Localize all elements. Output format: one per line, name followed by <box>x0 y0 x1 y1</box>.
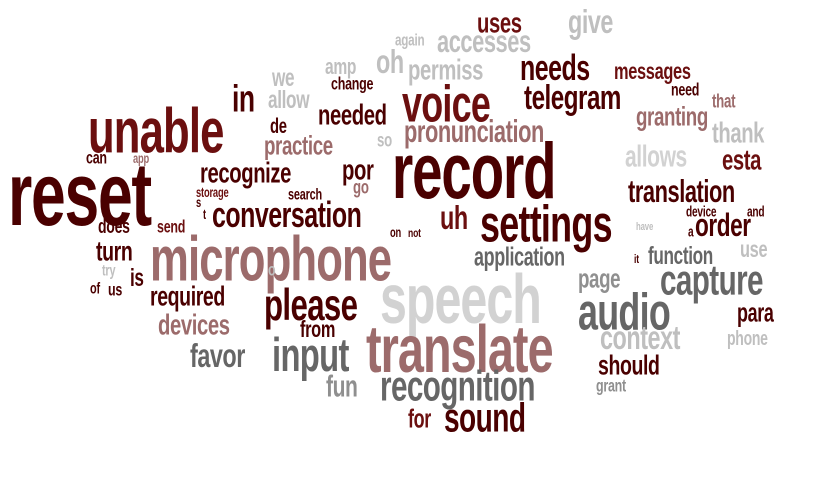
word-speech: speech <box>380 261 542 339</box>
word-por: por <box>342 152 374 187</box>
word-unable: unable <box>88 95 224 167</box>
word-that: that <box>712 90 736 113</box>
word-we: we <box>272 63 295 92</box>
word-practice: practice <box>264 130 333 161</box>
word-accesses: accesses <box>437 23 531 59</box>
word-function: function <box>648 241 713 270</box>
word-microphone: microphone <box>150 223 392 295</box>
word-conversation: conversation <box>212 194 362 236</box>
word-translation: translation <box>628 173 735 209</box>
word-go: go <box>353 176 369 199</box>
word-allows: allows <box>625 139 687 174</box>
word-please: please <box>264 280 358 331</box>
word-messages: messages <box>614 58 691 85</box>
word-fun: fun <box>326 369 358 404</box>
word-and: and <box>747 202 765 220</box>
word-device: device <box>686 202 717 220</box>
word-oh: oh <box>376 43 404 81</box>
word-record: record <box>392 127 556 215</box>
word-have: have <box>636 220 654 234</box>
word-recognition: recognition <box>380 363 535 411</box>
word-does: does <box>98 214 130 238</box>
word-try: try <box>102 260 116 279</box>
word-devices: devices <box>158 307 230 342</box>
word-s: s <box>196 194 202 211</box>
word-need: need <box>671 80 700 100</box>
word-grant: grant <box>596 376 626 396</box>
word-is: is <box>130 263 144 292</box>
word-capture: capture <box>660 257 764 305</box>
word-pronunciation: pronunciation <box>404 113 544 149</box>
word-de: de <box>270 114 287 139</box>
word-of: of <box>90 278 100 297</box>
word-app: app <box>133 150 150 167</box>
word-thank: thank <box>712 115 765 150</box>
word-change: change <box>331 74 374 94</box>
word-input: input <box>272 328 349 382</box>
word-audio: audio <box>578 282 671 341</box>
word-for: for <box>408 403 431 433</box>
word-page: page <box>578 263 621 294</box>
word-on: on <box>390 224 402 241</box>
word-again: again <box>395 30 425 50</box>
word-storage: storage <box>196 184 229 201</box>
word-reset: reset <box>8 144 152 245</box>
word-uses: uses <box>477 5 522 40</box>
word-not: not <box>408 226 421 241</box>
word-from: from <box>300 316 336 343</box>
word-order: order <box>695 207 751 244</box>
word-search: search <box>288 184 322 203</box>
word-t: t <box>203 206 206 223</box>
word-translate: translate <box>366 311 554 387</box>
word-required: required <box>150 280 225 313</box>
word-para: para <box>737 297 774 327</box>
word-permiss: permiss <box>408 52 483 87</box>
word-voice: voice <box>402 74 491 133</box>
word-granting: granting <box>636 101 708 132</box>
word-can: can <box>86 148 107 168</box>
word-send: send <box>157 217 186 237</box>
word-should: should <box>598 349 660 382</box>
word-recognize: recognize <box>200 155 292 190</box>
word-a: a <box>688 222 694 240</box>
word-favor: favor <box>190 337 245 375</box>
word-allow: allow <box>268 85 310 114</box>
word-o: o <box>268 260 276 280</box>
word-sound: sound <box>444 394 526 441</box>
word-give: give <box>568 3 613 41</box>
word-phone: phone <box>727 326 768 350</box>
word-turn: turn <box>96 235 133 268</box>
word-settings: settings <box>480 194 613 253</box>
word-use: use <box>740 236 768 263</box>
word-application: application <box>474 241 565 271</box>
word-context: context <box>600 319 680 357</box>
word-needed: needed <box>318 97 387 132</box>
word-in: in <box>232 77 255 121</box>
word-needs: needs <box>520 47 590 89</box>
word-us: us <box>108 280 123 300</box>
word-uh: uh <box>440 199 468 237</box>
word-telegram: telegram <box>524 77 621 117</box>
word-it: it <box>634 252 639 267</box>
word-amp: amp <box>325 54 357 80</box>
word-esta: esta <box>722 142 761 177</box>
word-so: so <box>377 129 392 152</box>
